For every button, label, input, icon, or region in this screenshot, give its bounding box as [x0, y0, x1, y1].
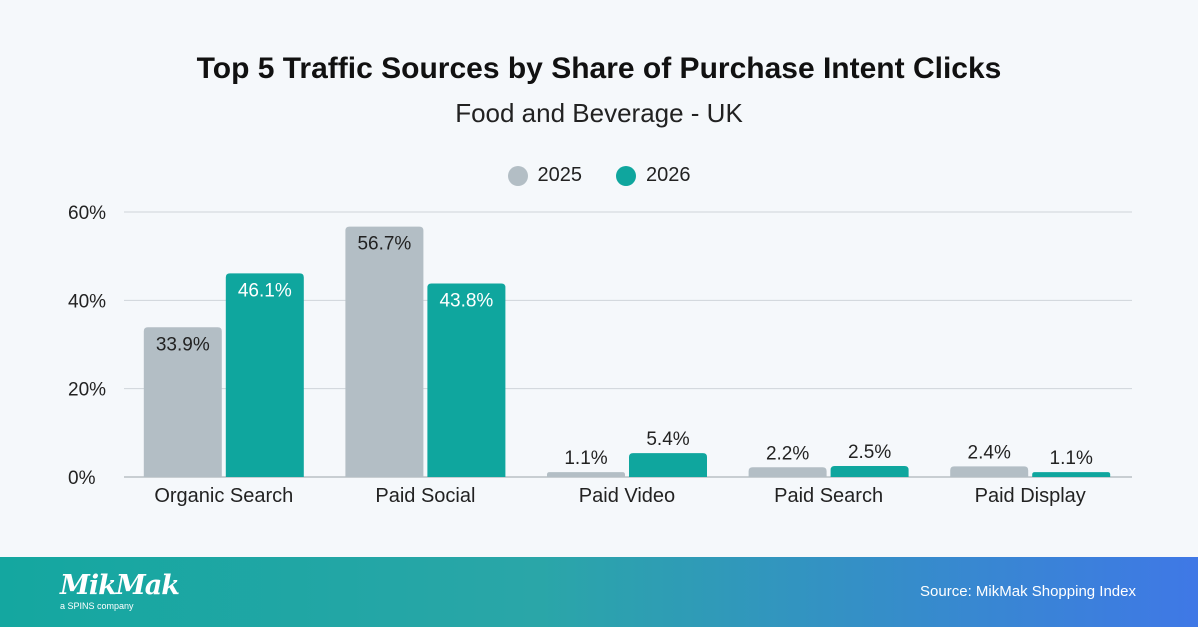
bar-2025-paid-search [748, 467, 827, 477]
legend-item-2026: 2026 [616, 164, 691, 187]
legend-swatch-2026 [616, 165, 636, 186]
data-label: 5.4% [646, 429, 689, 450]
chart-title: Top 5 Traffic Sources by Share of Purcha… [196, 52, 1002, 85]
bar-2025-paid-display [950, 466, 1029, 477]
y-tick-label: 60% [68, 203, 106, 224]
bar-2026-organic-search [225, 273, 304, 477]
data-label: 43.8% [439, 291, 493, 312]
legend-swatch-2025 [507, 165, 528, 186]
bar-2025-organic-search [143, 327, 222, 477]
footer-bar: MikMak a SPINS company Source: MikMak Sh… [0, 557, 1198, 627]
x-tick-label: Organic Search [154, 485, 293, 507]
mikmak-logo: MikMak a SPINS company [60, 570, 180, 612]
x-tick-label: Paid Social [375, 485, 475, 507]
bar-chart: 0% 20% 40% 60% 33.9% 46.1% Organic Search 56.7%… [68, 203, 1132, 507]
legend-label-2026: 2026 [646, 164, 691, 186]
bar-2026-paid-search [830, 465, 909, 477]
x-tick-label: Paid Display [975, 485, 1086, 507]
legend-item-2025: 2025 [507, 164, 583, 187]
y-tick-label: 0% [68, 468, 96, 489]
bar-2025-paid-social [345, 226, 424, 477]
bar-2026-paid-display [1032, 472, 1111, 477]
data-label: 1.1% [1050, 448, 1093, 469]
x-tick-label: Paid Search [774, 485, 883, 507]
bar-2025-paid-video [547, 472, 625, 477]
logo-tagline: a SPINS company [60, 601, 134, 611]
data-label: 56.7% [357, 234, 411, 255]
legend-label-2025: 2025 [537, 164, 583, 186]
bar-2026-paid-social [427, 283, 506, 477]
data-label: 2.5% [848, 442, 891, 463]
x-tick-label: Paid Video [579, 485, 675, 507]
data-label: 33.9% [156, 334, 210, 355]
bar-2026-paid-video [629, 453, 707, 477]
y-tick-label: 40% [68, 291, 106, 312]
data-label: 2.2% [766, 443, 809, 464]
logo-wordmark: MikMak [60, 570, 180, 601]
y-tick-label: 20% [68, 380, 106, 401]
data-label: 2.4% [968, 442, 1011, 463]
legend: 2025 2026 [0, 164, 1198, 187]
data-label: 1.1% [564, 448, 607, 469]
source-note: Source: MikMak Shopping Index [920, 583, 1136, 600]
chart-subtitle: Food and Beverage - UK [455, 98, 743, 128]
data-label: 46.1% [238, 280, 292, 301]
